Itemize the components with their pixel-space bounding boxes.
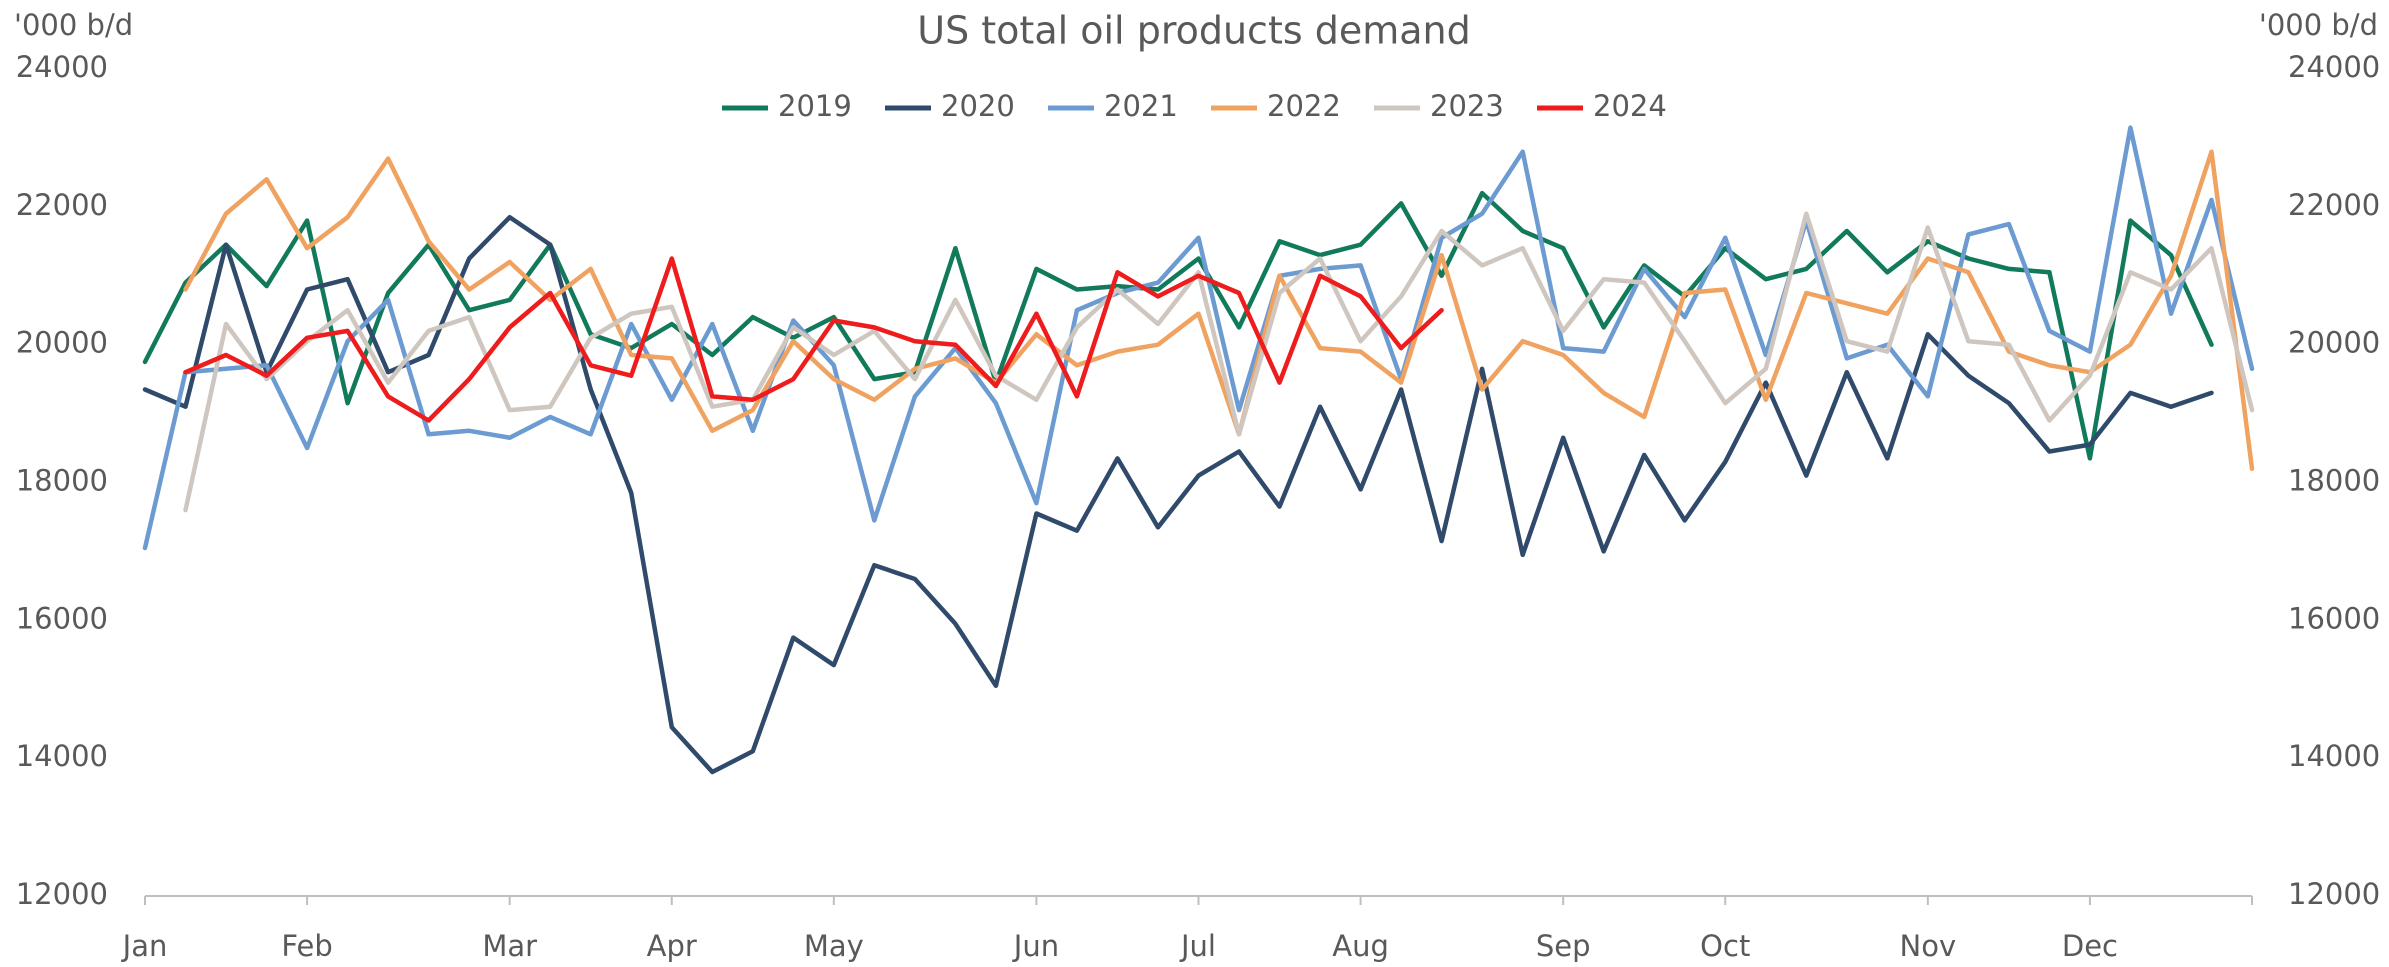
y2-tick-label: 24000 — [2288, 50, 2380, 84]
y-tick-label: 12000 — [16, 877, 108, 911]
legend-label: 2020 — [941, 89, 1015, 123]
y2-tick-label: 16000 — [2288, 601, 2380, 635]
y-tick-label: 16000 — [16, 601, 108, 635]
chart-title: US total oil products demand — [917, 9, 1470, 53]
x-tick-label: Dec — [2062, 929, 2118, 963]
x-tick-label: Sep — [1536, 929, 1591, 963]
y2-tick-label: 14000 — [2288, 739, 2380, 773]
x-tick-label: Jun — [1012, 929, 1059, 963]
y-tick-label: 18000 — [16, 464, 108, 498]
legend-label: 2019 — [778, 89, 852, 123]
series-line — [142, 125, 2255, 551]
legend-label: 2021 — [1104, 89, 1178, 123]
y2-tick-label: 12000 — [2288, 877, 2380, 911]
y2-tick-label: 18000 — [2288, 464, 2380, 498]
x-tick-label: Jan — [121, 929, 168, 963]
series-line — [183, 211, 2255, 513]
series-line — [183, 149, 2255, 471]
x-tick-label: Feb — [281, 929, 332, 963]
legend-label: 2022 — [1267, 89, 1341, 123]
series-line — [183, 256, 1444, 423]
x-tick-label: Jul — [1179, 929, 1216, 963]
y-tick-label: 22000 — [16, 188, 108, 222]
legend-label: 2024 — [1593, 89, 1667, 123]
x-tick-label: Oct — [1700, 929, 1750, 963]
x-tick-label: Mar — [482, 929, 537, 963]
y2-tick-label: 22000 — [2288, 188, 2380, 222]
x-tick-label: Aug — [1332, 929, 1389, 963]
series-line — [142, 214, 2214, 775]
x-tick-label: Apr — [647, 929, 697, 963]
y2-axis-label: '000 b/d — [2259, 8, 2378, 42]
x-tick-label: May — [804, 929, 864, 963]
y2-tick-label: 20000 — [2288, 326, 2380, 360]
y-axis-label: '000 b/d — [14, 8, 133, 42]
y-tick-label: 24000 — [16, 50, 108, 84]
series-line — [142, 190, 2214, 461]
legend-label: 2023 — [1430, 89, 1504, 123]
x-tick-label: Nov — [1900, 929, 1957, 963]
y-tick-label: 14000 — [16, 739, 108, 773]
y-tick-label: 20000 — [16, 326, 108, 360]
